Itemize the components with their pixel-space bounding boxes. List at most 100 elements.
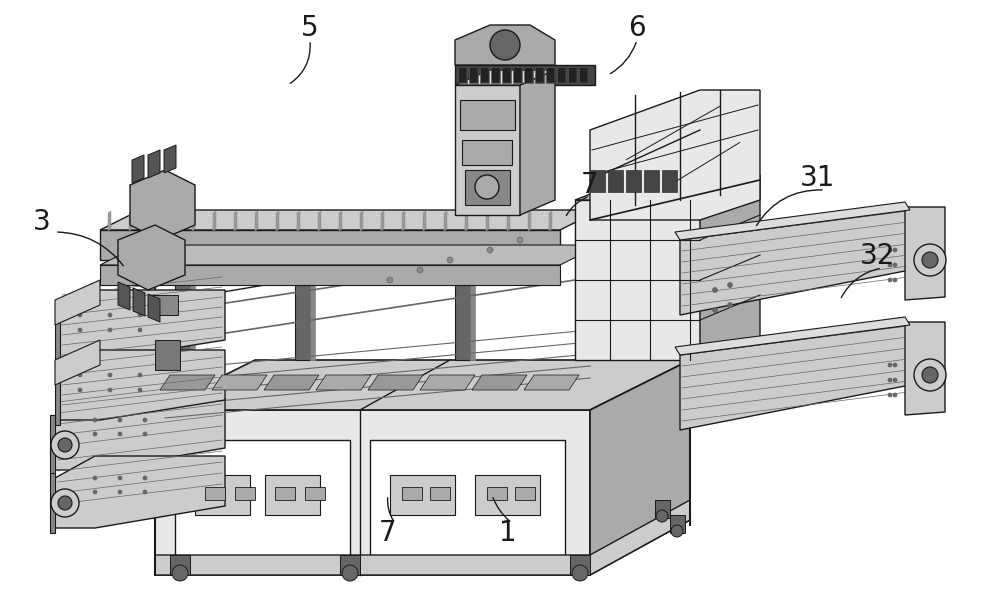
Polygon shape [402, 211, 405, 231]
Bar [340, 555, 360, 575]
Circle shape [138, 373, 142, 377]
Polygon shape [575, 200, 700, 360]
Circle shape [78, 328, 82, 332]
Bar [175, 250, 190, 360]
Polygon shape [171, 211, 174, 231]
Polygon shape [155, 360, 690, 410]
Text: 7: 7 [379, 519, 397, 547]
Bar [459, 68, 466, 82]
Bar [205, 487, 225, 500]
Bar [514, 68, 521, 82]
Circle shape [118, 490, 122, 494]
Bar [480, 67, 489, 83]
Bar [515, 487, 535, 500]
Circle shape [93, 490, 97, 494]
Circle shape [893, 393, 897, 397]
Polygon shape [455, 70, 555, 85]
Polygon shape [130, 170, 195, 240]
Bar [546, 67, 555, 83]
Circle shape [728, 302, 732, 307]
Circle shape [893, 363, 897, 367]
Polygon shape [264, 375, 319, 390]
Polygon shape [50, 473, 55, 533]
Bar [402, 487, 422, 500]
Polygon shape [60, 350, 225, 420]
Text: 6: 6 [628, 14, 646, 42]
Circle shape [490, 30, 520, 60]
Bar [265, 475, 320, 515]
Bar [455, 220, 470, 360]
Bar [524, 67, 533, 83]
Bar [470, 220, 475, 360]
Polygon shape [148, 150, 160, 178]
Bar [310, 235, 315, 360]
Circle shape [51, 489, 79, 517]
Circle shape [447, 257, 453, 263]
Polygon shape [680, 325, 910, 430]
Bar [626, 170, 641, 192]
Circle shape [143, 418, 147, 422]
Bar [305, 487, 325, 500]
Polygon shape [155, 500, 690, 575]
Bar [536, 68, 543, 82]
Polygon shape [60, 290, 225, 360]
Bar [644, 170, 659, 192]
Circle shape [475, 175, 499, 199]
Polygon shape [549, 211, 552, 231]
Polygon shape [100, 245, 600, 265]
Bar [557, 67, 566, 83]
Polygon shape [55, 280, 100, 325]
Polygon shape [118, 225, 185, 290]
Bar [492, 68, 499, 82]
Polygon shape [524, 375, 579, 390]
Bar [579, 67, 588, 83]
Circle shape [888, 248, 892, 252]
Circle shape [78, 373, 82, 377]
Circle shape [172, 565, 188, 581]
Bar [462, 140, 512, 165]
Circle shape [78, 388, 82, 392]
Polygon shape [108, 211, 111, 231]
Polygon shape [455, 65, 595, 85]
Polygon shape [297, 211, 300, 231]
Bar [170, 555, 190, 575]
Polygon shape [192, 211, 195, 231]
Bar [662, 170, 677, 192]
Circle shape [417, 267, 423, 273]
Circle shape [58, 496, 72, 510]
Polygon shape [148, 294, 160, 322]
Bar [190, 250, 195, 360]
Bar [558, 68, 565, 82]
Polygon shape [164, 145, 176, 173]
Circle shape [893, 263, 897, 267]
Circle shape [888, 278, 892, 282]
Polygon shape [590, 360, 690, 575]
Bar [491, 67, 500, 83]
Polygon shape [420, 375, 475, 390]
Polygon shape [129, 211, 132, 231]
Bar [580, 68, 587, 82]
Bar [295, 235, 310, 360]
Polygon shape [528, 211, 531, 231]
Polygon shape [905, 207, 945, 300]
Circle shape [914, 359, 946, 391]
Polygon shape [680, 210, 910, 315]
Bar [590, 230, 595, 360]
Circle shape [108, 388, 112, 392]
Polygon shape [472, 375, 527, 390]
Polygon shape [444, 211, 447, 231]
Polygon shape [339, 211, 342, 231]
Polygon shape [381, 211, 384, 231]
Circle shape [893, 378, 897, 382]
Polygon shape [255, 211, 258, 231]
Text: 31: 31 [800, 164, 836, 192]
Polygon shape [368, 375, 423, 390]
Circle shape [118, 432, 122, 436]
Text: 32: 32 [860, 242, 896, 270]
Circle shape [888, 363, 892, 367]
Circle shape [572, 565, 588, 581]
Polygon shape [133, 288, 145, 316]
Bar [568, 67, 577, 83]
Bar [575, 230, 590, 360]
Bar [535, 67, 544, 83]
